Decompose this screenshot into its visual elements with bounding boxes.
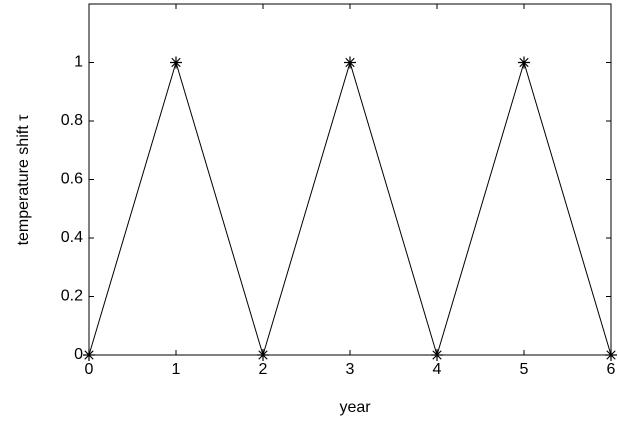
y-tick-label: 1 (74, 54, 83, 71)
marker (170, 56, 182, 69)
y-tick-label: 0.4 (61, 229, 83, 246)
y-tick-label: 0.8 (61, 112, 83, 129)
y-tick-label: 0.2 (61, 288, 83, 305)
marker (431, 349, 443, 361)
x-tick-label: 5 (520, 361, 529, 378)
x-axis-label: year (339, 399, 371, 416)
marker (518, 56, 530, 69)
y-tick-label: 0 (74, 346, 83, 363)
y-tick-label: 0.6 (61, 171, 83, 188)
marker (257, 349, 269, 361)
marker (83, 349, 95, 361)
x-tick-label: 0 (85, 361, 94, 378)
x-tick-label: 1 (172, 361, 181, 378)
x-tick-label: 3 (346, 361, 355, 378)
marker (344, 56, 356, 69)
marker (605, 349, 617, 361)
x-tick-label: 4 (433, 361, 442, 378)
y-axis-label: temperature shift τ (15, 114, 32, 246)
x-tick-label: 2 (259, 361, 268, 378)
x-tick-label: 6 (607, 361, 616, 378)
